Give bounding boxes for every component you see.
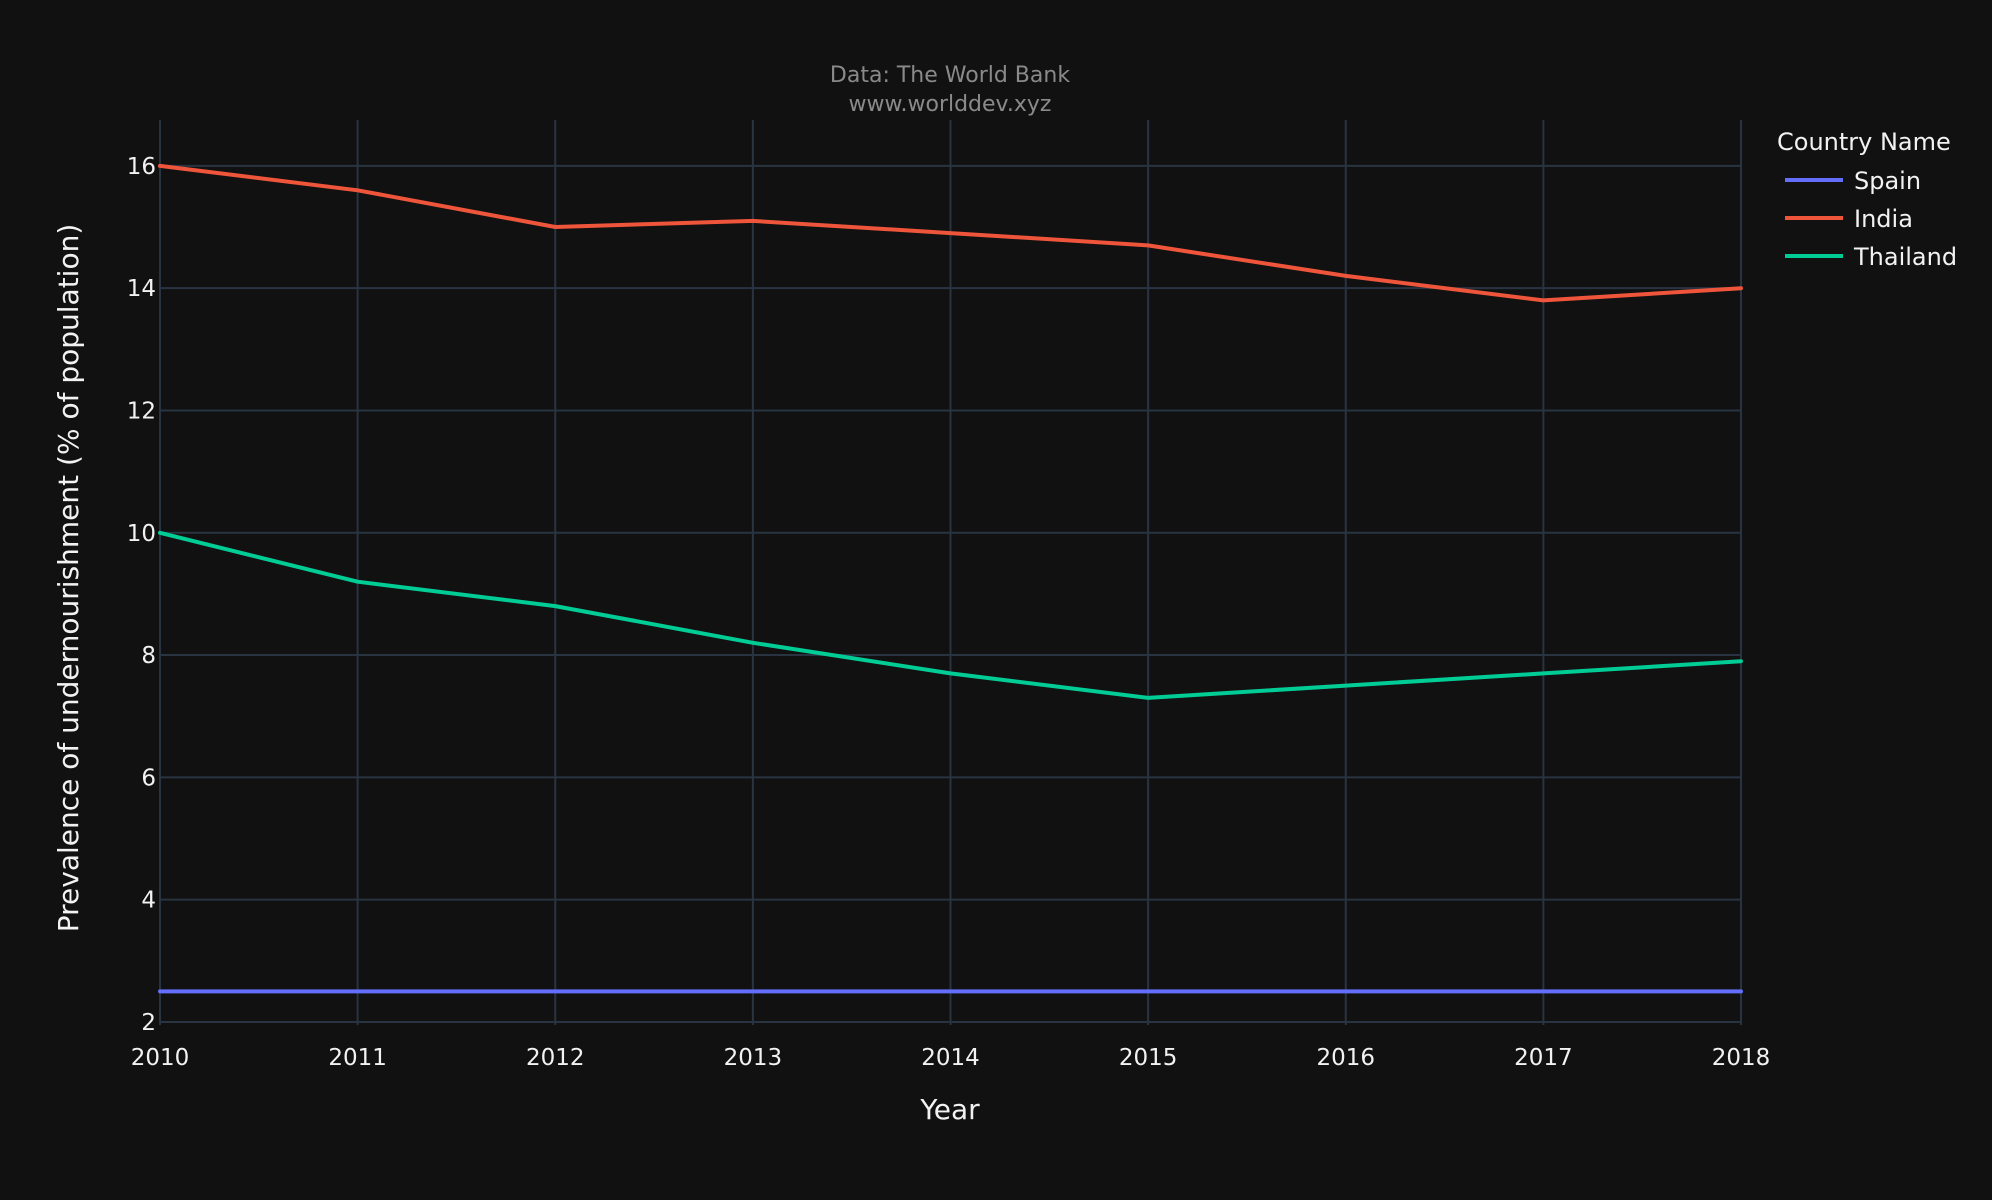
legend-title: Country Name: [1777, 128, 1951, 156]
y-tick-label: 6: [141, 765, 156, 791]
grid: [159, 120, 1742, 1025]
legend-label: India: [1854, 205, 1913, 233]
legend[interactable]: Country Name Spain India Thailand: [1777, 128, 1957, 271]
y-tick-label: 2: [141, 1010, 156, 1036]
series-line-india[interactable]: [158, 163, 1743, 303]
y-tick-label: 16: [127, 154, 156, 180]
y-tick-label: 14: [127, 276, 156, 302]
x-tick-label: 2013: [724, 1045, 783, 1071]
series-line-thailand[interactable]: [158, 530, 1743, 700]
chart-subtitle: www.worlddev.xyz: [849, 92, 1052, 117]
chart-title: Data: The World Bank: [830, 63, 1070, 88]
x-tick-label: 2010: [131, 1045, 190, 1071]
x-tick-label: 2018: [1712, 1045, 1771, 1071]
x-axis-title: Year: [919, 1093, 980, 1126]
x-tick-label: 2014: [921, 1045, 980, 1071]
y-axis-title: Prevalence of undernourishment (% of pop…: [52, 224, 85, 933]
y-axis-ticks: 2 4 6 8 10 12 14 16: [127, 154, 156, 1036]
x-tick-label: 2016: [1316, 1045, 1375, 1071]
legend-label: Thailand: [1853, 243, 1957, 271]
legend-item-thailand[interactable]: Thailand: [1785, 243, 1957, 271]
y-tick-label: 4: [141, 888, 156, 914]
x-tick-label: 2012: [526, 1045, 585, 1071]
y-tick-label: 12: [127, 398, 156, 424]
x-axis-ticks: 2010 2011 2012 2013 2014 2015 2016 2017 2018: [131, 1045, 1771, 1071]
y-tick-label: 10: [127, 521, 156, 547]
y-tick-label: 8: [141, 643, 156, 669]
legend-item-spain[interactable]: Spain: [1785, 167, 1921, 195]
x-tick-label: 2015: [1119, 1045, 1178, 1071]
series-lines: [158, 163, 1743, 994]
legend-label: Spain: [1854, 167, 1921, 195]
legend-item-india[interactable]: India: [1785, 205, 1913, 233]
x-tick-label: 2017: [1514, 1045, 1573, 1071]
x-tick-label: 2011: [328, 1045, 387, 1071]
